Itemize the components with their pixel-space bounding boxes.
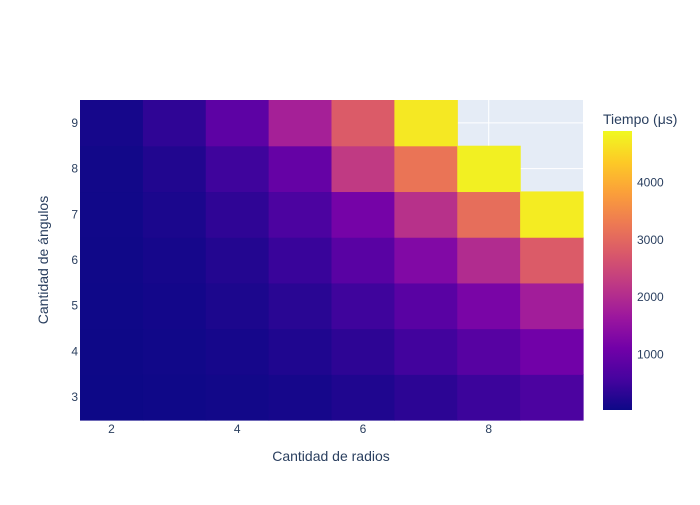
heatmap-cell — [394, 100, 458, 147]
y-tick-label: 8 — [71, 162, 78, 176]
heatmap-cell — [520, 191, 584, 238]
heatmap-cell — [142, 191, 207, 238]
heatmap-cell — [142, 145, 207, 193]
heatmap-cell — [142, 328, 207, 375]
heatmap-cell — [520, 328, 584, 375]
y-tick-label: 7 — [71, 207, 78, 221]
y-axis-ticks: 3 4 5 6 7 8 9 — [71, 116, 78, 404]
heatmap-cell — [80, 282, 144, 330]
heatmap-cell — [268, 282, 333, 330]
heatmap-cell — [205, 191, 270, 238]
heatmap-cell — [457, 282, 521, 330]
heatmap-cell — [268, 100, 333, 147]
x-tick-label: 4 — [234, 422, 241, 436]
x-tick-label: 6 — [360, 422, 367, 436]
colorbar-tick-label: 3000 — [637, 233, 664, 247]
heatmap-cell — [331, 191, 395, 238]
x-tick-label: 8 — [485, 422, 492, 436]
heatmap-cell — [457, 328, 521, 375]
colorbar-tick-label: 2000 — [637, 290, 664, 304]
colorbar-tick-label: 4000 — [637, 176, 664, 190]
x-tick-label: 2 — [108, 422, 115, 436]
heatmap-cell — [205, 237, 270, 284]
heatmap-cell — [80, 100, 144, 147]
heatmap-cell — [205, 282, 270, 330]
heatmap-cell — [394, 237, 458, 284]
heatmap-cell — [142, 100, 207, 147]
heatmap-cell — [331, 237, 395, 284]
heatmap-cell — [394, 328, 458, 375]
heatmap-cell — [520, 374, 584, 421]
colorbar-ticks: 1000 2000 3000 4000 — [637, 176, 664, 362]
y-tick-label: 5 — [71, 299, 78, 313]
x-axis-title: Cantidad de radios — [272, 448, 390, 464]
heatmap-cell — [394, 145, 458, 193]
heatmap-cell — [268, 191, 333, 238]
heatmap-cell — [331, 145, 395, 193]
heatmap-cell — [142, 237, 207, 284]
heatmap-cell — [205, 100, 270, 147]
colorbar — [603, 131, 632, 410]
heatmap-cell — [520, 282, 584, 330]
heatmap-cell — [331, 282, 395, 330]
heatmap-cell — [268, 237, 333, 284]
heatmap-cell — [80, 145, 144, 193]
heatmap-cell — [268, 328, 333, 375]
heatmap-cell — [331, 328, 395, 375]
heatmap-cell — [331, 374, 395, 421]
heatmap-cell — [394, 282, 458, 330]
y-tick-label: 6 — [71, 253, 78, 267]
heatmap-cell — [205, 328, 270, 375]
y-axis-title: Cantidad de ángulos — [35, 196, 51, 324]
heatmap-cell — [520, 237, 584, 284]
heatmap-cell — [457, 145, 521, 193]
heatmap-cell — [268, 145, 333, 193]
heatmap-cell — [457, 191, 521, 238]
heatmap-cell — [205, 145, 270, 193]
heatmap-cell — [80, 191, 144, 238]
heatmap-cell — [457, 237, 521, 284]
heatmap-cell — [142, 282, 207, 330]
colorbar-title: Tiempo (μs) — [603, 111, 677, 127]
heatmap-cell — [142, 374, 207, 421]
heatmap-cell — [80, 328, 144, 375]
heatmap-cell — [205, 374, 270, 421]
heatmap-cell — [331, 100, 395, 147]
x-axis-ticks: 2 4 6 8 — [108, 422, 492, 436]
y-tick-label: 3 — [71, 390, 78, 404]
heatmap-cell — [268, 374, 333, 421]
heatmap-cell — [394, 374, 458, 421]
heatmap-cell — [80, 237, 144, 284]
heatmap-cell — [394, 191, 458, 238]
y-tick-label: 4 — [71, 344, 78, 358]
heatmap-cells — [80, 100, 584, 421]
colorbar-tick-label: 1000 — [637, 347, 664, 361]
heatmap-cell — [457, 374, 521, 421]
heatmap-cell — [80, 374, 144, 421]
y-tick-label: 9 — [71, 116, 78, 130]
